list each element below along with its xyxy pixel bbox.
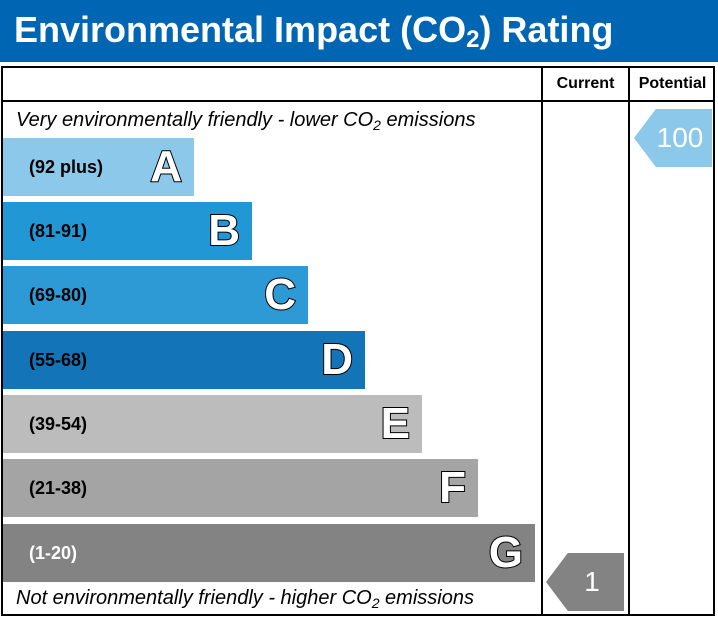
rating-band-c: (69-80) C [3,266,308,324]
current-rating-value: 1 [584,566,600,597]
potential-rating-value: 100 [656,122,704,153]
rating-band-e: (39-54) E [3,395,422,453]
page-title: Environmental Impact (CO2) Rating [14,9,614,53]
band-range-label: (81-91) [29,221,88,241]
rating-band-b: (81-91) B [3,202,252,260]
band-range-label: (55-68) [29,350,88,370]
band-range-label: (1-20) [29,543,78,563]
band-letter: D [320,334,354,385]
band-letter: A [149,141,183,192]
band-range-label: (92 plus) [29,157,104,177]
column-header-potential: Potential [638,75,707,92]
rating-band-g: (1-20) G [3,524,535,582]
rating-band-f: (21-38) F [3,459,478,517]
top-note: Very environmentally friendly - lower CO… [16,109,476,133]
rating-band-a: (92 plus) A [3,138,194,196]
band-letter: G [488,527,524,578]
band-letter: F [438,462,467,513]
bottom-note: Not environmentally friendly - higher CO… [16,587,474,611]
header-divider [1,100,715,102]
column-divider-potential [628,66,630,616]
band-range-label: (21-38) [29,478,88,498]
rating-band-d: (55-68) D [3,331,365,389]
band-range-label: (39-54) [29,414,88,434]
column-divider-current [541,66,543,616]
band-range-label: (69-80) [29,285,88,305]
header-bar: Environmental Impact (CO2) Rating [0,0,718,62]
band-letter: E [380,398,411,449]
rating-table-frame [1,66,715,616]
band-letter: B [207,205,241,256]
column-header-current: Current [556,75,615,92]
band-letter: C [263,269,297,320]
potential-rating-arrow: 100 [634,109,712,167]
